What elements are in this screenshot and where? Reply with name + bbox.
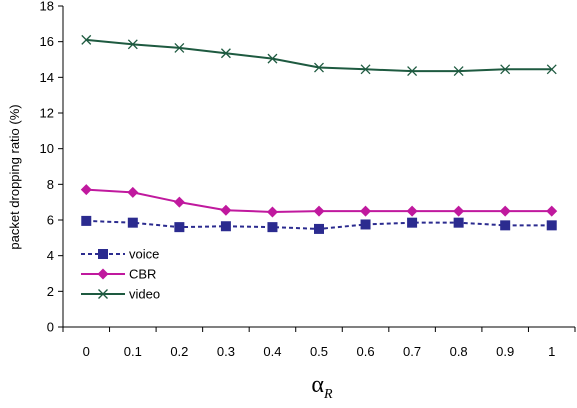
legend-label: CBR	[129, 267, 156, 282]
y-tick-label: 6	[47, 213, 54, 228]
series-video-point	[500, 64, 511, 75]
series-video-point	[453, 66, 464, 77]
series-video-point	[220, 48, 231, 59]
series-video-point	[127, 39, 138, 50]
x-axis-label-symbol: α	[311, 372, 324, 398]
x-tick-label: 0	[83, 344, 90, 359]
series-video	[81, 34, 557, 77]
series-voice-point	[500, 220, 511, 231]
series-voice-point	[453, 217, 464, 228]
y-ticks: 0 2 4 6 8 10 12 14 16 18	[40, 0, 63, 335]
y-tick-label: 2	[47, 284, 54, 299]
series-video-line	[86, 38, 552, 73]
series-voice-point	[407, 217, 418, 228]
series-voice-point	[314, 223, 324, 234]
series-voice-point	[360, 219, 371, 230]
legend-item-CBR: CBR	[81, 267, 156, 282]
x-tick-label: 0.4	[263, 344, 281, 359]
x-tick-label: 0.5	[310, 344, 328, 359]
legend-voice-point	[98, 249, 108, 259]
series-video-point	[81, 34, 92, 45]
x-tick-label: 0.1	[124, 344, 142, 359]
series-voice-point	[174, 222, 185, 233]
series-CBR-point	[80, 184, 92, 196]
series-voice	[81, 215, 557, 234]
series-CBR-point	[266, 206, 278, 218]
legend-label: video	[129, 287, 160, 302]
series-video-point	[314, 62, 324, 73]
series-voice-point	[546, 220, 557, 231]
legend-label: voice	[129, 247, 159, 262]
y-tick-label: 14	[40, 70, 54, 85]
axes	[62, 6, 575, 328]
x-tick-label: 0.8	[450, 344, 468, 359]
legend-item-video: video	[81, 287, 160, 302]
x-tick-label: 0.2	[170, 344, 188, 359]
x-tick-label: 0.6	[357, 344, 375, 359]
x-tick-label: 1	[548, 344, 555, 359]
x-tick-label: 0.9	[496, 344, 514, 359]
x-tick-label: 0.3	[217, 344, 235, 359]
series-CBR-point	[127, 186, 139, 198]
series-voice-point	[81, 215, 92, 226]
series-CBR-point	[360, 205, 372, 217]
series-video-point	[407, 66, 418, 77]
series-CBR-point	[173, 196, 185, 208]
x-ticks: 0 0.1 0.2 0.3 0.4 0.5 0.6 0.7 0.8 0.9 1	[62, 327, 576, 359]
series-CBR-point	[499, 205, 511, 217]
series-CBR-point	[406, 205, 418, 217]
y-tick-label: 16	[40, 34, 54, 49]
legend: voice CBR video	[81, 247, 160, 302]
x-axis-label-subscript: R	[323, 387, 333, 402]
series-CBR-point	[546, 205, 558, 217]
series-video-point	[546, 64, 557, 75]
series-CBR	[80, 184, 558, 218]
legend-item-voice: voice	[81, 247, 159, 262]
y-tick-label: 10	[40, 141, 54, 156]
y-tick-label: 4	[47, 248, 54, 263]
series-video-point	[360, 64, 371, 75]
y-tick-label: 0	[47, 320, 54, 335]
y-tick-label: 18	[40, 0, 54, 14]
series-video-point	[267, 53, 278, 64]
series-voice-point	[220, 221, 231, 232]
series-group	[80, 34, 558, 234]
legend-video-point	[98, 289, 108, 299]
series-voice-point	[267, 222, 278, 233]
series-CBR-point	[453, 205, 465, 217]
x-tick-label: 0.7	[403, 344, 421, 359]
y-axis-label: packet dropping ratio (%)	[7, 104, 22, 249]
y-tick-label: 8	[47, 177, 54, 192]
legend-CBR-point	[97, 268, 109, 280]
y-tick-label: 12	[40, 106, 54, 121]
series-CBR-point	[220, 204, 232, 216]
series-voice-point	[127, 217, 138, 228]
series-video-point	[174, 42, 185, 53]
x-axis-label: αR	[311, 372, 333, 402]
series-CBR-point	[313, 205, 325, 217]
